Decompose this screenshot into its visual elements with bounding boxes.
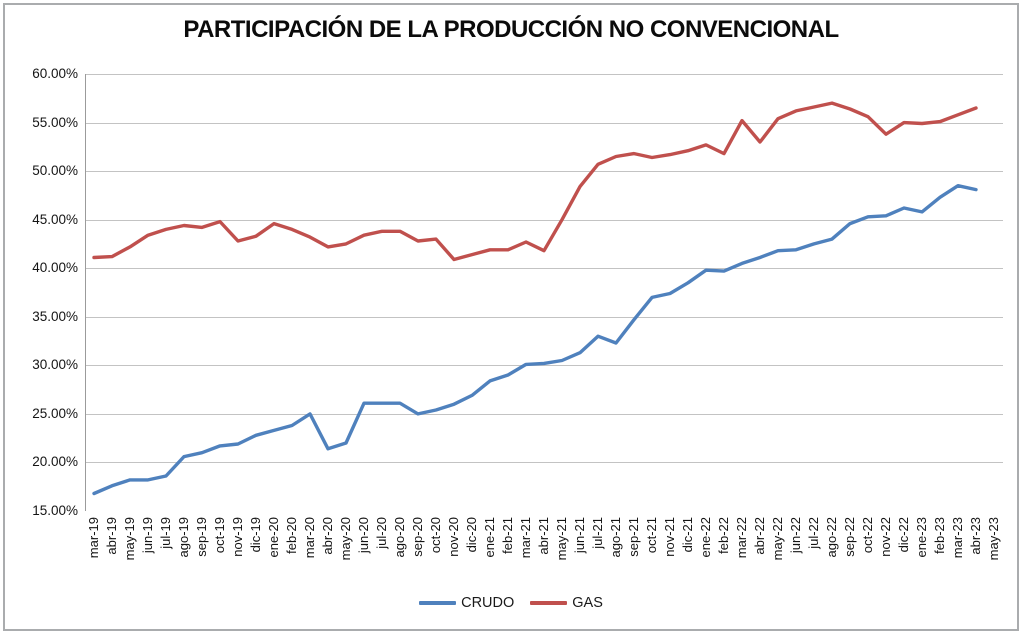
legend-item-crudo: CRUDO [419,595,514,611]
x-tick-label: feb-21 [500,517,515,554]
y-tick-label: 25.00% [32,405,78,421]
x-tick-label: nov-19 [230,517,245,557]
x-tick-label: feb-22 [716,517,731,554]
x-tick-label: ene-23 [914,517,929,558]
x-tick-label: jul-19 [158,517,173,549]
x-tick-label: oct-21 [644,517,659,554]
x-tick-label: abr-21 [536,517,551,555]
x-tick-label: ene-22 [698,517,713,558]
legend-item-gas: GAS [530,595,603,611]
legend-label: CRUDO [461,595,515,611]
y-tick-label: 60.00% [32,66,78,81]
x-tick-label: sep-20 [410,517,425,557]
x-tick-label: nov-22 [878,517,893,557]
x-tick-label: may-19 [122,517,137,561]
x-tick-label: may-20 [338,517,353,561]
x-tick-label: oct-19 [212,517,227,554]
x-tick-label: ene-21 [482,517,497,558]
crudo-line [92,183,978,496]
x-tick-label: jul-22 [806,517,821,549]
y-tick-label: 50.00% [32,163,78,179]
x-tick-label: jun-21 [572,517,587,554]
x-tick-label: dic-19 [248,517,263,553]
x-tick-label: oct-20 [428,517,443,554]
x-tick-label: jun-19 [140,517,155,554]
x-tick-label: jun-22 [788,517,803,554]
x-tick-label: mar-21 [518,517,533,559]
x-tick-label: jul-20 [374,517,389,549]
legend-swatch [530,601,568,605]
y-tick-label: 45.00% [32,211,78,227]
x-tick-label: abr-20 [320,517,335,555]
x-tick-label: dic-22 [896,517,911,553]
x-tick-label: ago-20 [392,517,407,558]
x-tick-label: feb-20 [284,517,299,554]
x-tick-label: oct-22 [860,517,875,554]
x-tick-label: mar-22 [734,517,749,559]
x-tick-label: ago-22 [824,517,839,558]
y-tick-label: 20.00% [32,454,78,470]
y-tick-label: 30.00% [32,357,78,373]
x-tick-label: nov-20 [446,517,461,557]
x-tick-label: dic-20 [464,517,479,553]
x-tick-label: ene-20 [266,517,281,558]
x-tick-label: nov-21 [662,517,677,557]
y-tick-label: 15.00% [32,503,78,518]
y-tick-label: 35.00% [32,308,78,324]
x-tick-label: may-23 [986,517,1001,561]
x-tick-label: mar-19 [86,517,101,559]
legend-label: GAS [572,595,603,611]
gas-line [92,101,978,262]
x-tick-label: mar-23 [950,517,965,559]
chart-title: PARTICIPACIÓN DE LA PRODUCCIÓN NO CONVEN… [183,16,839,43]
x-tick-label: ago-19 [176,517,191,558]
x-tick-label: dic-21 [680,517,695,553]
legend-swatch [419,601,457,605]
y-tick-label: 40.00% [32,260,78,276]
x-tick-label: ago-21 [608,517,623,558]
x-tick-label: sep-22 [842,517,857,557]
x-tick-label: sep-21 [626,517,641,557]
x-tick-label: abr-19 [104,517,119,555]
x-tick-label: abr-22 [752,517,767,555]
x-tick-label: sep-19 [194,517,209,557]
x-tick-label: may-22 [770,517,785,561]
x-tick-label: mar-20 [302,517,317,559]
x-tick-label: abr-23 [968,517,983,555]
plot-area [85,74,1003,511]
x-tick-label: feb-23 [932,517,947,554]
x-tick-label: may-21 [554,517,569,561]
x-tick-label: jul-21 [590,517,605,549]
legend: CRUDO GAS [0,595,1022,611]
y-tick-label: 55.00% [32,114,78,130]
x-tick-label: jun-20 [356,517,371,554]
